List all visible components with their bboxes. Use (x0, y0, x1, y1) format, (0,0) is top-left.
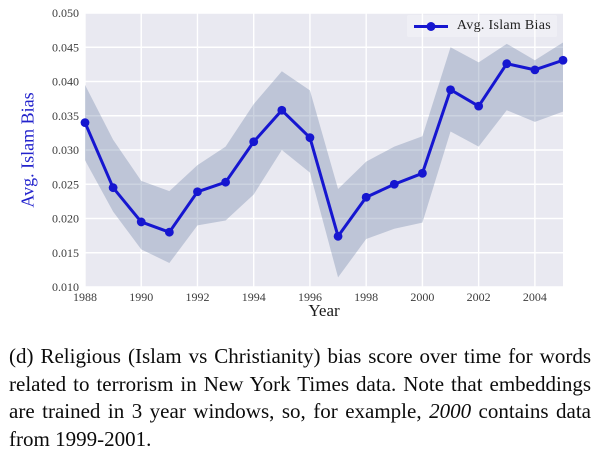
y-axis-title: Avg. Islam Bias (17, 92, 38, 208)
svg-text:1996: 1996 (298, 290, 322, 304)
bias-over-time-chart: 0.010 0.015 0.020 0.025 0.030 0.035 0.040 0.045… (17, 6, 568, 320)
svg-text:0.030: 0.030 (52, 143, 79, 157)
figure-caption: (d) Religious (Islam vs Christianity) bi… (9, 343, 591, 453)
legend-line-marker-icon (413, 21, 448, 31)
caption-italic-year: 2000 (429, 399, 472, 423)
svg-text:0.040: 0.040 (52, 75, 79, 89)
svg-text:0.010: 0.010 (52, 280, 79, 294)
chart-svg: 0.010 0.015 0.020 0.025 0.030 0.035 0.040 0.045… (52, 6, 568, 304)
svg-text:1992: 1992 (185, 290, 209, 304)
y-tick-labels: 0.010 0.015 0.020 0.025 0.030 0.035 0.040 0.045… (52, 6, 79, 294)
svg-text:0.020: 0.020 (52, 212, 79, 226)
svg-text:1988: 1988 (73, 290, 97, 304)
svg-text:0.035: 0.035 (52, 109, 79, 123)
svg-text:0.045: 0.045 (52, 40, 79, 54)
caption-text-end: contains data from 1999-2001. (9, 399, 591, 451)
confidence-band (85, 42, 563, 278)
svg-text:2004: 2004 (523, 290, 547, 304)
caption-text: (d) Religious (Islam vs Christianity) bi… (9, 344, 591, 423)
svg-text:1990: 1990 (129, 290, 153, 304)
svg-text:1994: 1994 (242, 290, 266, 304)
legend-label: Avg. Islam Bias (456, 18, 551, 33)
svg-text:1998: 1998 (354, 290, 378, 304)
svg-text:0.025: 0.025 (52, 177, 79, 191)
bias-line (83, 58, 564, 238)
svg-text:0.050: 0.050 (52, 6, 79, 20)
chart-legend: Avg. Islam Bias (406, 15, 557, 37)
svg-text:2002: 2002 (467, 290, 491, 304)
gridlines (84, 12, 563, 288)
data-point-markers (80, 55, 568, 241)
svg-text:2000: 2000 (410, 290, 434, 304)
svg-text:0.015: 0.015 (52, 246, 79, 260)
x-tick-labels: 1988 1990 1992 1994 1996 1998 2000 2002 2004 (73, 290, 547, 304)
x-axis-title: Year (308, 301, 340, 320)
